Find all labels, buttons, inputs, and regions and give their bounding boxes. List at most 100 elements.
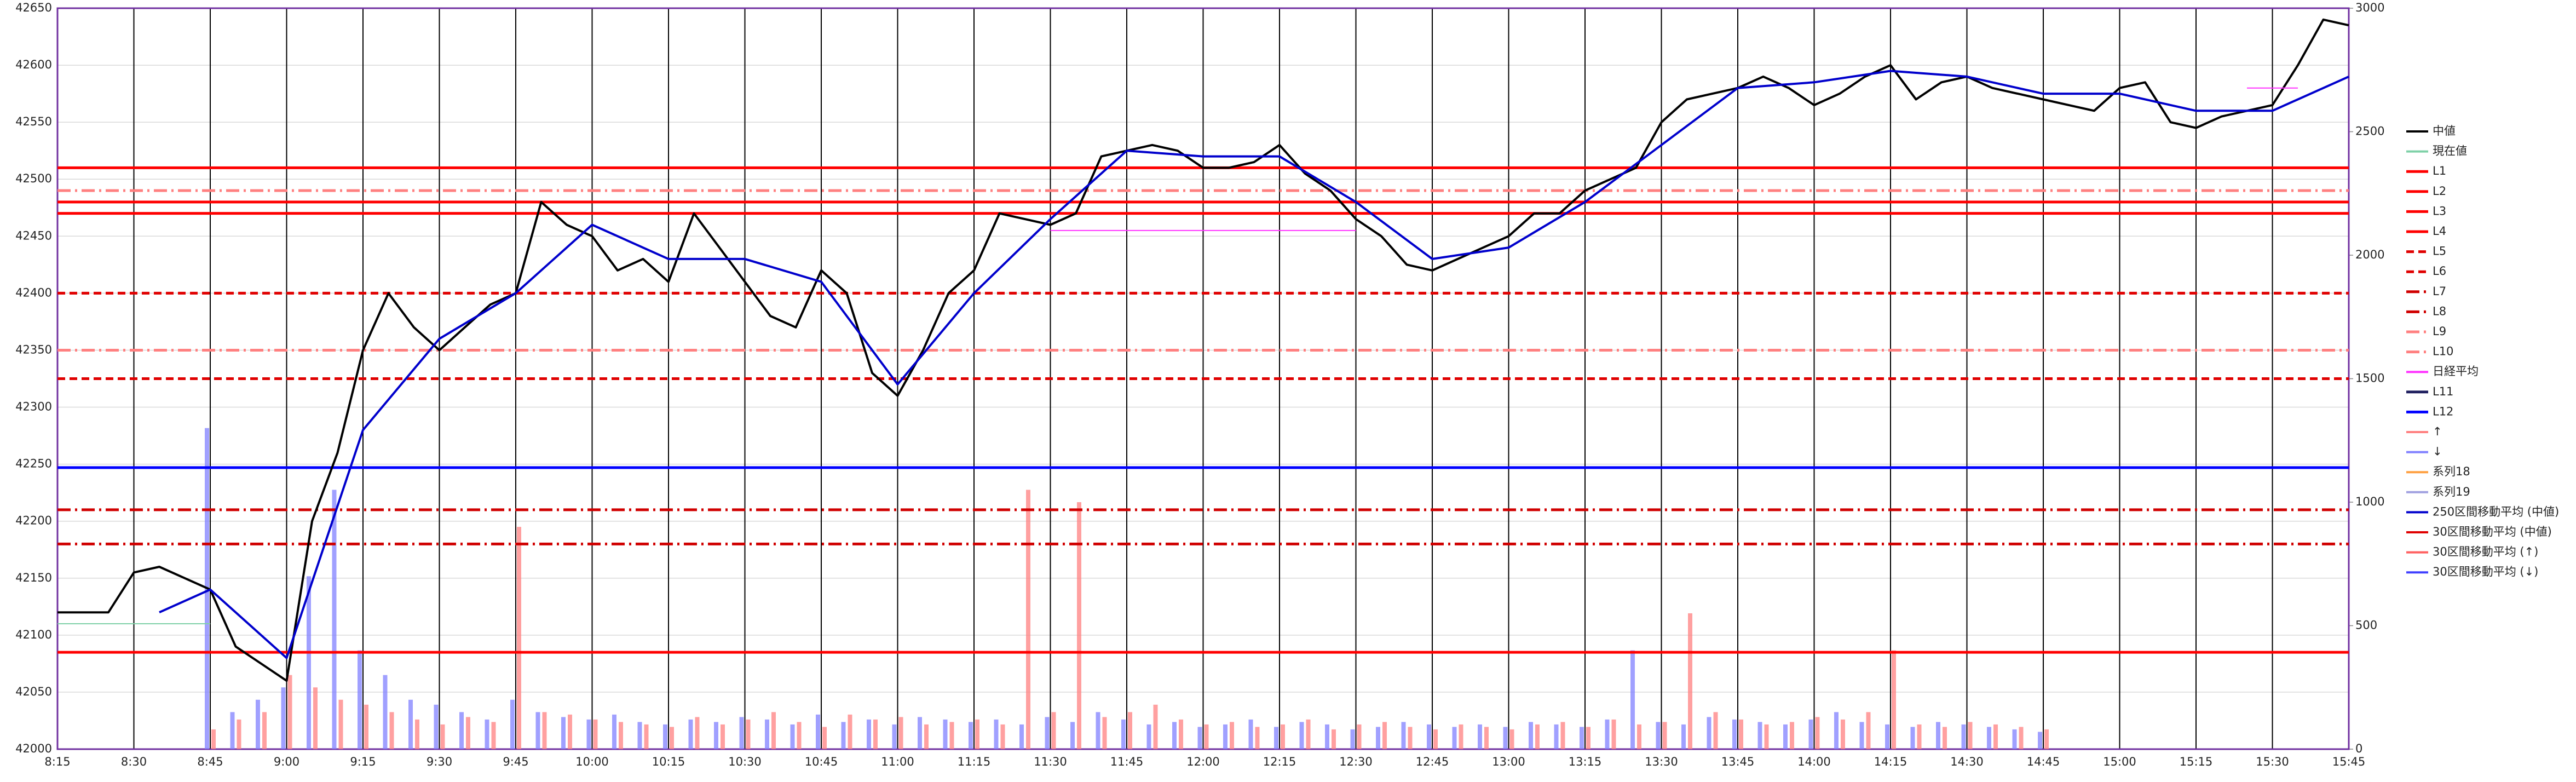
volume-bar [1357,724,1362,749]
x-tick-label: 14:00 [1797,755,1831,768]
volume-bar [2012,729,2017,749]
volume-bar [338,699,343,749]
volume-bar [1197,727,1202,749]
legend-label: 系列19 [2433,485,2470,498]
volume-bar [466,717,470,749]
x-tick-label: 12:15 [1263,755,1296,768]
volume-bar [841,722,846,749]
volume-bar [332,490,337,749]
volume-bar [307,576,311,749]
volume-bar [1223,724,1228,749]
volume-bar [1045,717,1050,749]
volume-bar [1586,727,1590,749]
volume-bar [1179,719,1183,749]
volume-bar [1102,717,1107,749]
series-line [159,70,2349,659]
y2-tick-label: 0 [2355,742,2362,755]
volume-bar [994,719,999,749]
volume-bar [612,714,616,749]
volume-bar [1146,724,1151,749]
y-tick-label: 42200 [15,514,52,527]
legend-label: ↑ [2433,425,2442,438]
volume-bar [637,722,642,749]
volume-bar [1230,722,1234,749]
volume-bar [1535,724,1540,749]
volume-bar [1459,724,1463,749]
volume-bar [561,717,566,749]
volume-bar [287,675,292,749]
volume-bar [1885,724,1889,749]
legend-label: L8 [2433,304,2446,318]
x-tick-label: 12:00 [1186,755,1220,768]
x-tick-label: 13:15 [1569,755,1602,768]
legend-label: 現在値 [2433,145,2467,158]
volume-bar [256,699,260,749]
volume-bar [1070,722,1075,749]
volume-bar [746,719,751,749]
y2-tick-label: 3000 [2355,1,2384,14]
y-tick-label: 42400 [15,286,52,299]
x-tick-label: 11:00 [881,755,914,768]
y2-tick-label: 2000 [2355,248,2384,261]
x-tick-label: 15:00 [2103,755,2136,768]
volume-bar [822,727,827,749]
series-line [1050,87,2298,231]
volume-bar [459,712,464,749]
volume-bar [969,722,973,749]
volume-bar [739,717,744,749]
y-tick-label: 42350 [15,343,52,356]
x-tick-label: 10:45 [805,755,838,768]
legend-label: L12 [2433,405,2453,418]
y2-tick-label: 500 [2355,619,2377,632]
volume-bar [1630,650,1635,749]
legend-label: 30区間移動平均 (↑) [2433,545,2538,559]
volume-bar [1382,722,1387,749]
volume-bar [389,712,394,749]
volume-bar [517,527,521,749]
volume-bar [1808,719,1813,749]
legend-label: L1 [2433,164,2446,177]
volume-bar [1605,719,1610,749]
y-tick-label: 42050 [15,685,52,698]
x-tick-label: 15:45 [2332,755,2366,768]
volume-bar [542,712,547,749]
volume-bar [1077,502,1081,749]
y-tick-label: 42000 [15,742,52,755]
volume-bar [262,712,267,749]
volume-bar [1350,729,1355,749]
volume-bar [230,712,235,749]
legend-label: L2 [2433,185,2446,198]
volume-bar [568,714,572,749]
volume-bar [1580,727,1584,749]
x-tick-label: 14:15 [1874,755,1907,768]
volume-bar [237,719,241,749]
volume-bar [1656,722,1661,749]
legend-label: 系列18 [2433,465,2470,478]
volume-bar [867,719,871,749]
volume-bar [1274,727,1278,749]
volume-bar [1757,722,1762,749]
x-tick-label: 9:45 [503,755,528,768]
volume-bar [535,712,540,749]
x-tick-label: 13:45 [1721,755,1755,768]
volume-bar [1707,717,1711,749]
volume-bar [873,719,878,749]
volume-bar [816,714,820,749]
volume-bar [1554,724,1559,749]
volume-bar [765,719,769,749]
legend-label: 30区間移動平均 (中値) [2433,525,2552,538]
volume-bar [1255,727,1260,749]
volume-bar [721,724,725,749]
x-tick-label: 13:30 [1645,755,1678,768]
volume-bar [714,722,718,749]
volume-bar [1509,729,1514,749]
volume-bar [1096,712,1100,749]
volume-bar [1688,613,1692,749]
volume-bar [358,650,362,749]
x-tick-label: 11:45 [1110,755,1144,768]
legend-label: L11 [2433,385,2453,398]
volume-bar [1306,719,1311,749]
y-tick-label: 42100 [15,628,52,641]
